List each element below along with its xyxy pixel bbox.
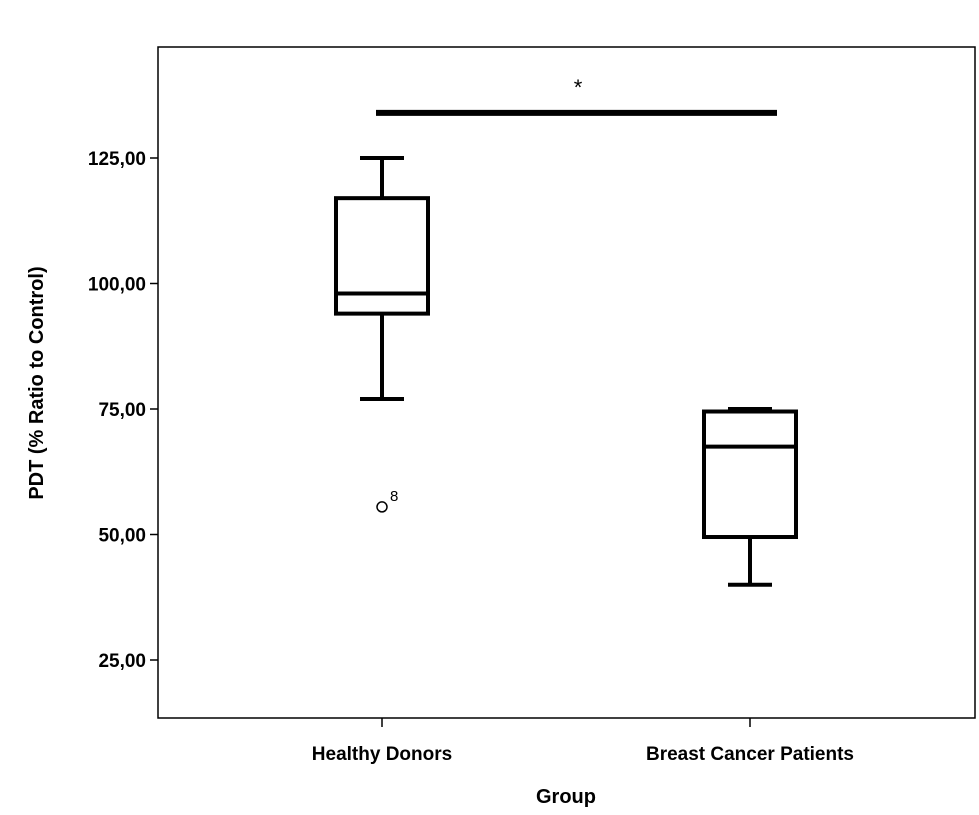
outlier-label: 8: [390, 488, 398, 505]
box-breast-cancer-patients: [702, 407, 798, 587]
outlier-point: [376, 501, 388, 513]
x-axis-title: Group: [536, 786, 596, 808]
box-plots: 8: [334, 156, 798, 587]
iqr-box: [702, 409, 798, 540]
y-tick-label: 125,00: [88, 149, 146, 170]
significance-marker: *: [376, 75, 777, 116]
y-tick-label: 50,00: [98, 526, 146, 547]
y-axis-title: PDT (% Ratio to Control): [26, 266, 48, 499]
y-axis: 25,00 50,00 75,00 100,00 125,00: [88, 149, 158, 672]
significance-label: *: [574, 75, 583, 100]
y-tick-label: 25,00: [98, 651, 146, 672]
box-healthy-donors: 8: [334, 156, 430, 513]
y-tick-label: 75,00: [98, 400, 146, 421]
iqr-box: [334, 196, 430, 316]
y-tick-label: 100,00: [88, 275, 146, 296]
x-axis: Healthy Donors Breast Cancer Patients: [312, 718, 854, 765]
x-tick-label: Healthy Donors: [312, 744, 452, 765]
plot-frame: [157, 46, 976, 719]
x-tick-label: Breast Cancer Patients: [646, 744, 854, 765]
